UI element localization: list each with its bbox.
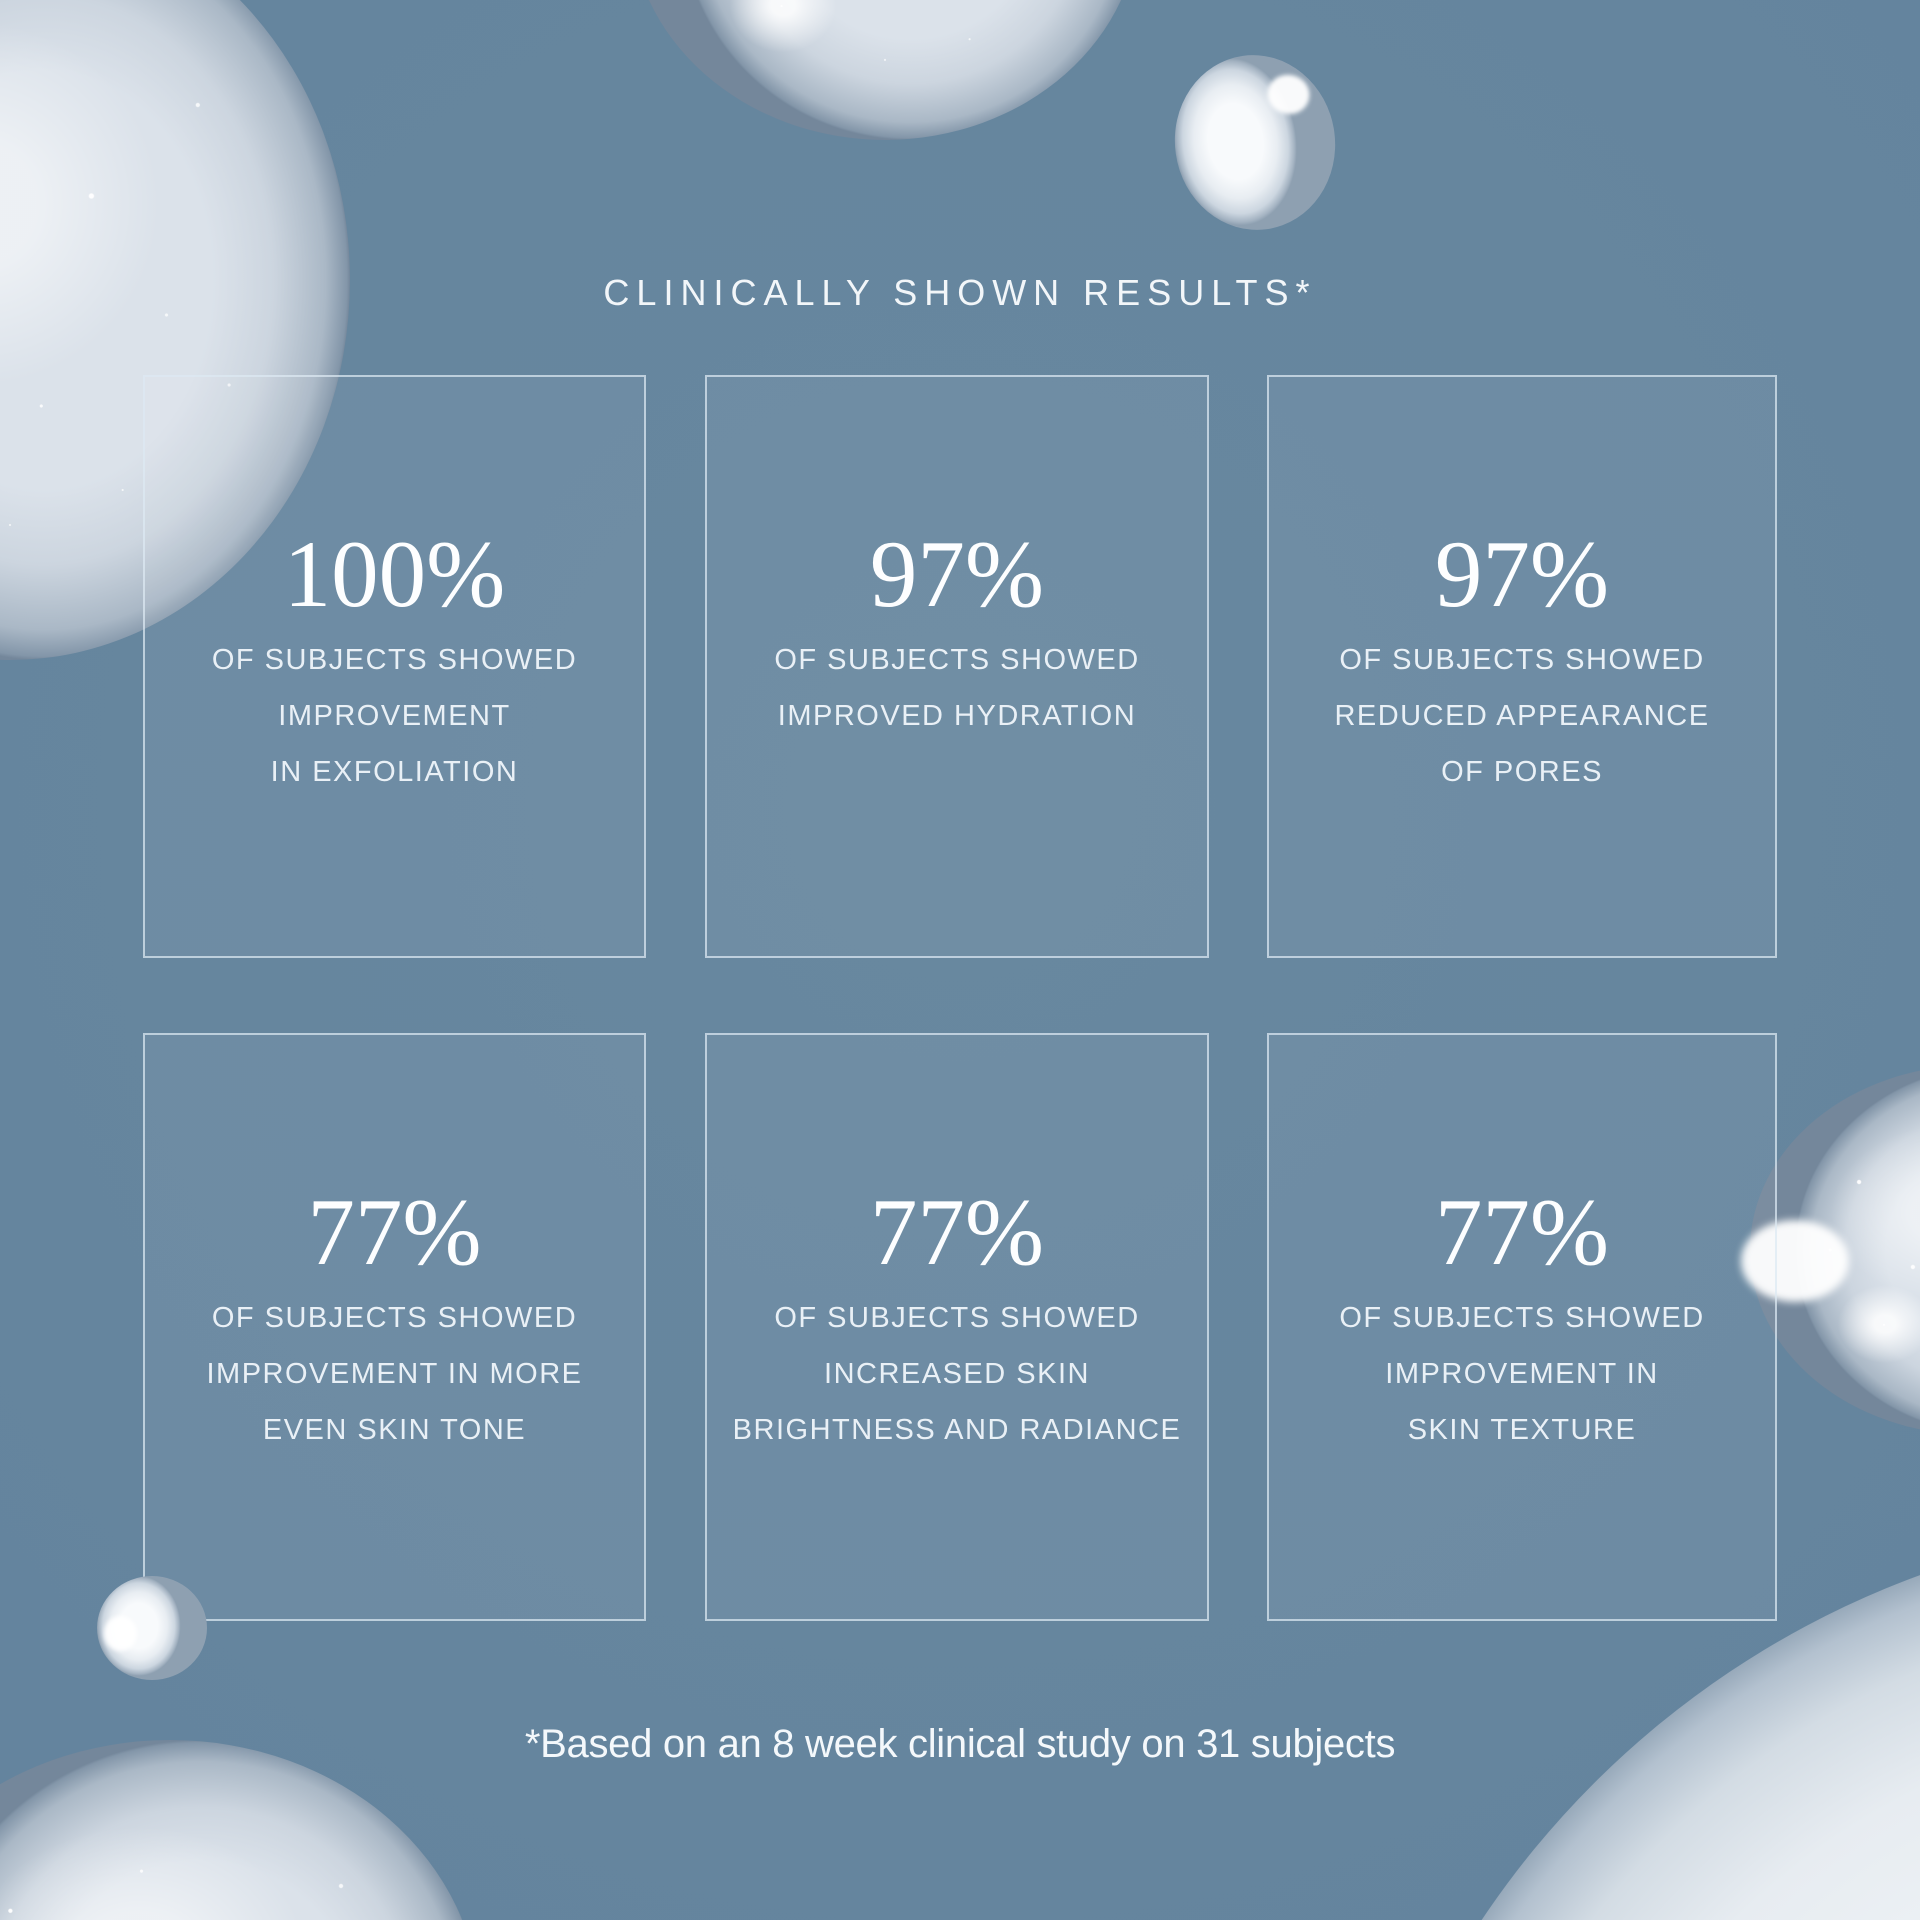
page-title: CLINICALLY SHOWN RESULTS*: [603, 272, 1317, 313]
result-percentage: 77%: [1434, 1179, 1610, 1285]
result-description-line: IMPROVEMENT IN: [1385, 1358, 1659, 1390]
result-card: 77% OF SUBJECTS SHOWED IMPROVEMENT IN SKIN…: [1267, 1033, 1777, 1621]
result-description-line: OF SUBJECTS SHOWED: [1339, 644, 1705, 676]
result-description-line: OF SUBJECTS SHOWED: [774, 644, 1140, 676]
result-card: 77% OF SUBJECTS SHOWED INCREASED SKIN BRIG…: [705, 1033, 1209, 1621]
result-card: 100% OF SUBJECTS SHOWED IMPROVEMENT IN EXF…: [143, 375, 646, 958]
result-description: OF SUBJECTS SHOWED IMPROVEMENT IN SKIN TEX…: [1269, 1290, 1775, 1458]
result-description: OF SUBJECTS SHOWED IMPROVED HYDRATION: [707, 632, 1207, 744]
result-description-line: OF SUBJECTS SHOWED: [1339, 1302, 1705, 1334]
result-description-line: BRIGHTNESS AND RADIANCE: [732, 1414, 1182, 1446]
study-footnote: *Based on an 8 week clinical study on 31…: [524, 1722, 1396, 1766]
water-drop-icon: [0, 0, 350, 660]
result-description-line: SKIN TEXTURE: [1407, 1414, 1637, 1446]
result-percentage: 77%: [307, 1179, 482, 1285]
result-description-line: OF SUBJECTS SHOWED: [211, 644, 578, 676]
result-description: OF SUBJECTS SHOWED INCREASED SKIN BRIGHTNE…: [707, 1290, 1207, 1458]
result-card: 77% OF SUBJECTS SHOWED IMPROVEMENT IN MOR…: [143, 1033, 646, 1621]
result-description: OF SUBJECTS SHOWED IMPROVEMENT IN MORE EVE…: [145, 1290, 644, 1458]
result-description-line: IMPROVEMENT IN MORE: [206, 1358, 583, 1390]
result-percentage: 100%: [283, 521, 506, 627]
result-description: OF SUBJECTS SHOWED IMPROVEMENT IN EXFOLIAT…: [145, 632, 644, 800]
result-description-line: EVEN SKIN TONE: [262, 1414, 527, 1446]
result-percentage: 77%: [869, 1179, 1045, 1285]
result-description-line: REDUCED APPEARANCE: [1334, 700, 1710, 732]
result-description-line: OF SUBJECTS SHOWED: [774, 1302, 1140, 1334]
result-card: 97% OF SUBJECTS SHOWED IMPROVED HYDRATION: [705, 375, 1209, 958]
result-description-line: IMPROVED HYDRATION: [777, 700, 1137, 732]
result-percentage: 97%: [869, 521, 1045, 627]
result-description: OF SUBJECTS SHOWED REDUCED APPEARANCE OF P…: [1269, 632, 1775, 800]
result-percentage: 97%: [1434, 521, 1610, 627]
result-description-line: IN EXFOLIATION: [270, 756, 519, 788]
water-drop-icon: [97, 1576, 207, 1680]
result-description-line: OF PORES: [1441, 756, 1603, 788]
result-card: 97% OF SUBJECTS SHOWED REDUCED APPEARANCE…: [1267, 375, 1777, 958]
result-description-line: INCREASED SKIN: [824, 1358, 1090, 1390]
result-description-line: OF SUBJECTS SHOWED: [211, 1302, 578, 1334]
result-description-line: IMPROVEMENT: [278, 700, 511, 732]
